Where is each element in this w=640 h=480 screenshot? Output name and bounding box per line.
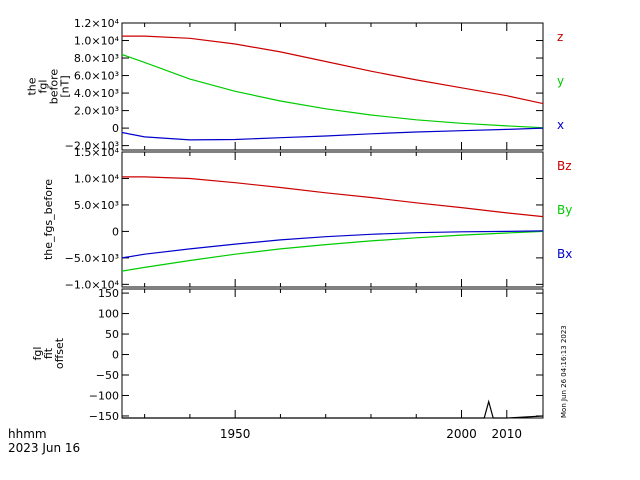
legend-Bx: Bx: [557, 247, 572, 261]
y-tick-label: −100: [89, 389, 119, 402]
y-axis-label: fgl: [31, 347, 44, 361]
panel-frame: [121, 288, 544, 419]
series-line-Bz: [122, 176, 544, 218]
legend-By: By: [557, 203, 572, 217]
y-tick-label: 0: [112, 349, 119, 362]
legend-Bz: Bz: [557, 159, 572, 173]
y-axis-label: fit: [42, 347, 55, 359]
series-line-Bx: [121, 230, 544, 259]
panel-2: −1.0×10⁴ −5.0×10³ 0 5.0×10³ 1.0×10⁴ 1.5×10⁴ th…: [42, 146, 572, 291]
y-axis-label: offset: [53, 337, 66, 369]
panel-1: −2.0×10³ 0 2.0×10³ 4.0×10³ 6.0×10³ 8.0×10³ 1.0…: [26, 17, 565, 153]
y-tick-label: 0: [112, 122, 119, 135]
x-tick-label: 2000: [446, 427, 477, 441]
y-tick-label: −1.0×10⁴: [65, 278, 120, 291]
y-tick-label: 8.0×10³: [74, 52, 119, 65]
y-tick-label: 50: [105, 328, 119, 341]
x-tick-label: 1950: [220, 427, 251, 441]
series-line-x: [121, 127, 544, 141]
y-axis-label: [nT]: [59, 75, 72, 97]
timestamp-vertical: Mon Jun 26 04:16:13 2023: [560, 325, 568, 418]
y-tick-label: 1.2×10⁴: [74, 17, 120, 30]
y-tick-label: 2.0×10³: [74, 105, 119, 118]
panel-frame: [121, 22, 544, 151]
y-tick-label: 5.0×10³: [74, 199, 119, 212]
series-line-y: [121, 53, 544, 129]
x-tick-label: 2010: [492, 427, 523, 441]
legend-z: z: [557, 30, 563, 44]
y-axis-label: before: [48, 69, 61, 105]
panel-frame: [121, 151, 544, 288]
y-tick-label: 0: [112, 225, 119, 238]
series-line-z: [122, 35, 544, 105]
y-tick-label: −5.0×10³: [65, 252, 119, 265]
y-tick-label: 100: [98, 308, 119, 321]
y-tick-label: −150: [89, 410, 119, 423]
y-tick-label: 4.0×10³: [74, 87, 119, 100]
y-tick-label: 150: [98, 287, 119, 300]
y-tick-label: 1.0×10⁴: [74, 172, 120, 185]
date-label: 2023 Jun 16: [8, 441, 80, 455]
y-axis-label: the_fgs_before: [42, 179, 55, 260]
y-tick-label: 1.5×10⁴: [74, 146, 120, 159]
legend-x: x: [557, 118, 564, 132]
y-axis-label: fgl: [37, 80, 50, 94]
series-line-offset: [122, 399, 544, 419]
y-tick-label: −50: [96, 369, 119, 382]
y-tick-label: 1.0×10⁴: [74, 35, 120, 48]
time-unit-label: hhmm: [8, 427, 47, 441]
y-tick-label: 6.0×10³: [74, 70, 119, 83]
y-tick-label: −2.0×10³: [65, 140, 119, 153]
y-axis-label: the: [26, 77, 39, 95]
legend-y: y: [557, 74, 564, 88]
series-line-By: [121, 230, 544, 272]
